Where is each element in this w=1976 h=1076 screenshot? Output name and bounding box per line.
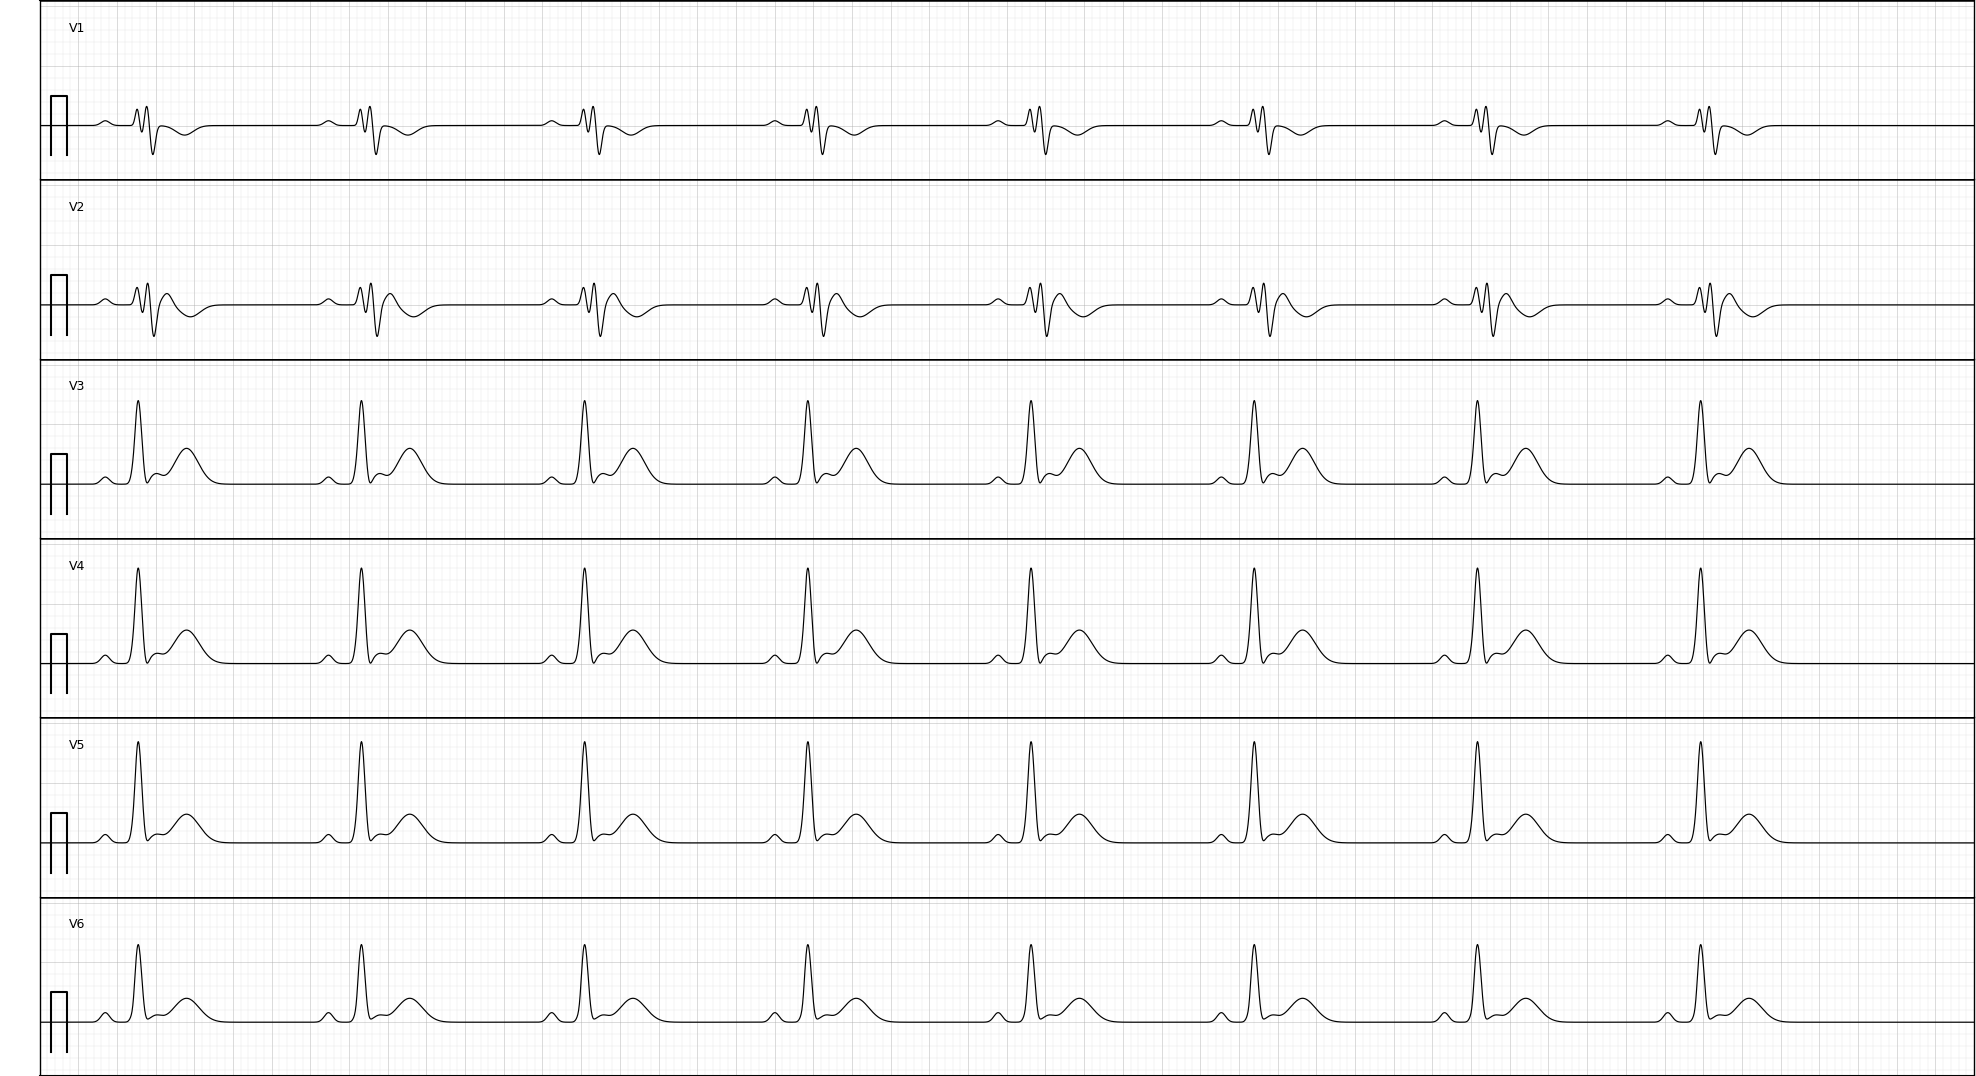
Text: V6: V6 [69, 918, 85, 931]
Text: V5: V5 [69, 739, 85, 752]
Text: V2: V2 [69, 201, 85, 214]
Text: V3: V3 [69, 380, 85, 393]
Text: V1: V1 [69, 22, 85, 34]
Text: V4: V4 [69, 560, 85, 572]
